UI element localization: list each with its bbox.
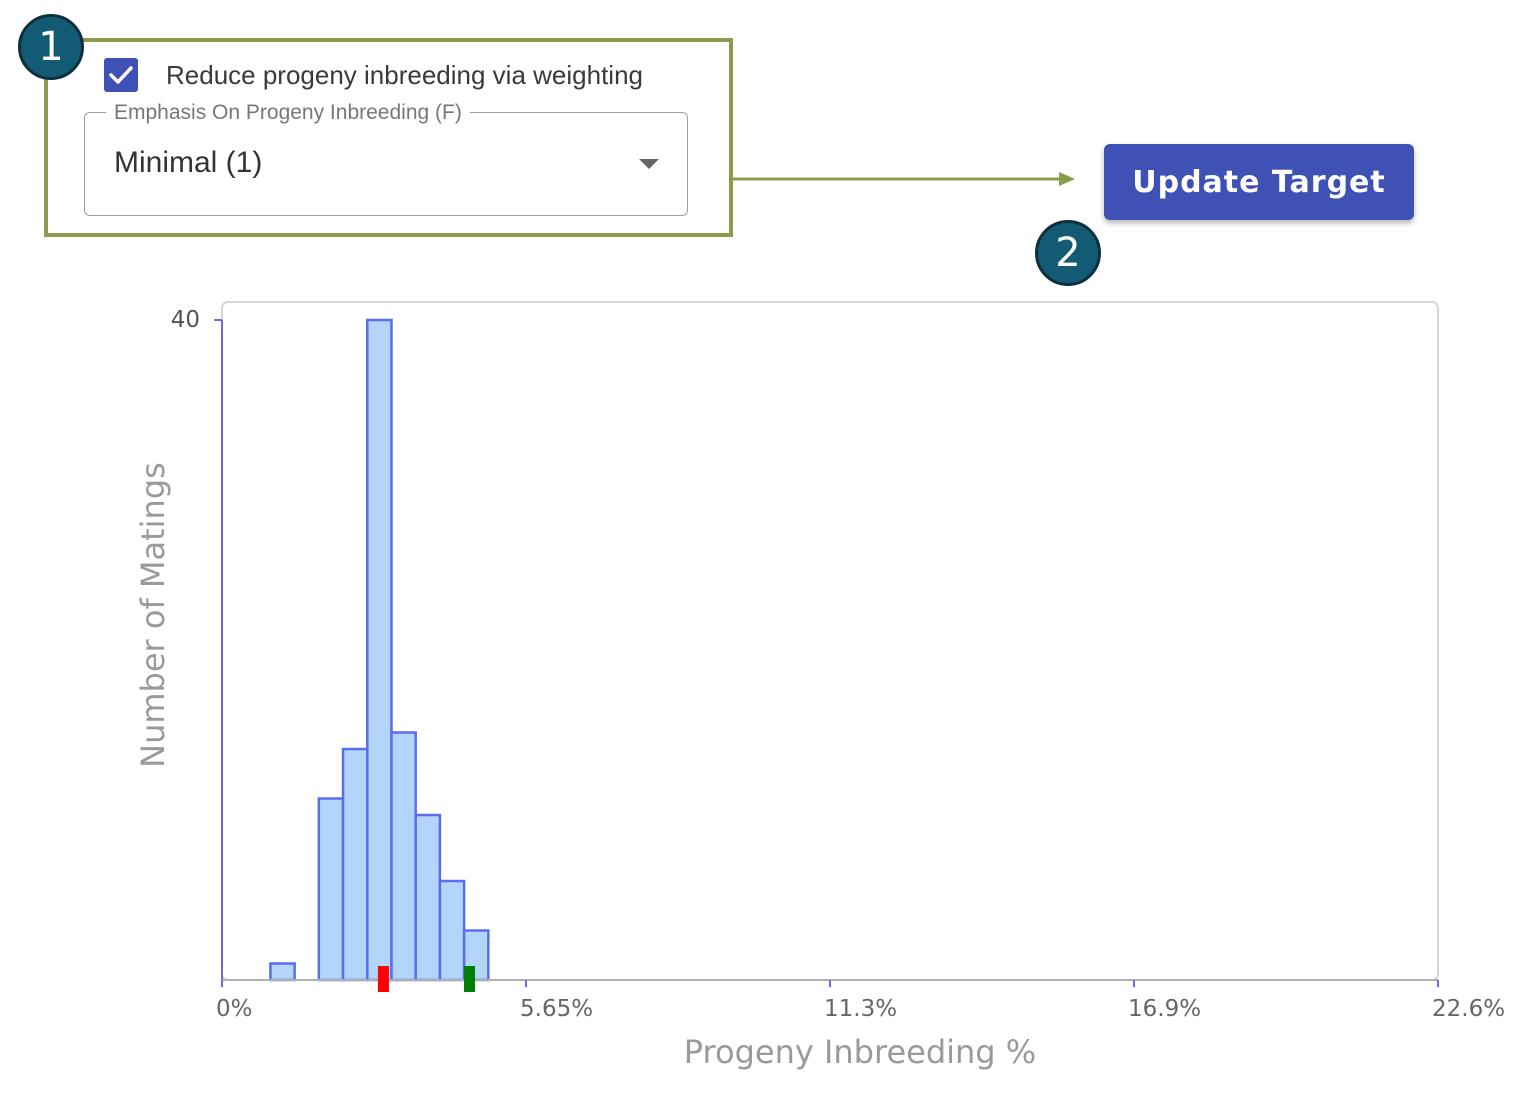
histogram-bar [341, 747, 369, 982]
histogram-bar [390, 731, 417, 982]
update-target-button[interactable]: Update Target [1104, 144, 1414, 220]
y-axis-title: Number of Matings [134, 462, 172, 768]
chevron-down-icon[interactable] [639, 159, 659, 169]
step-1-badge: 1 [18, 14, 84, 80]
green-marker [464, 966, 476, 992]
x-axis-title: Progeny Inbreeding % [684, 1033, 1036, 1071]
emphasis-select-value[interactable]: Minimal (1) [114, 146, 263, 179]
distribution-markers [377, 966, 476, 992]
histogram-bar [269, 962, 296, 982]
x-ticks: 0% 5.65% 11.3% 16.9% 22.6% [216, 980, 1505, 1022]
checkmark-icon [109, 66, 133, 84]
reduce-inbreeding-label[interactable]: Reduce progeny inbreeding via weighting [166, 60, 643, 90]
y-tick-label: 40 [171, 307, 200, 333]
reduce-inbreeding-checkbox[interactable] [104, 58, 138, 92]
histogram-bar [317, 797, 345, 982]
inbreeding-settings-highlight [44, 38, 733, 237]
connector-arrow [733, 172, 1075, 186]
x-tick-label: 5.65% [520, 996, 593, 1022]
emphasis-select-label: Emphasis On Progeny Inbreeding (F) [106, 101, 470, 125]
step-2-badge: 2 [1035, 220, 1101, 286]
histogram-bar [438, 879, 466, 982]
x-tick-label: 16.9% [1128, 996, 1201, 1022]
x-tick-label: 22.6% [1432, 996, 1505, 1022]
histogram-bar [366, 318, 393, 982]
x-tick-label: 0% [216, 996, 253, 1022]
histogram-bar [414, 813, 442, 982]
red-marker [377, 966, 389, 992]
histogram-bars [269, 318, 490, 982]
x-tick-label: 11.3% [824, 996, 897, 1022]
